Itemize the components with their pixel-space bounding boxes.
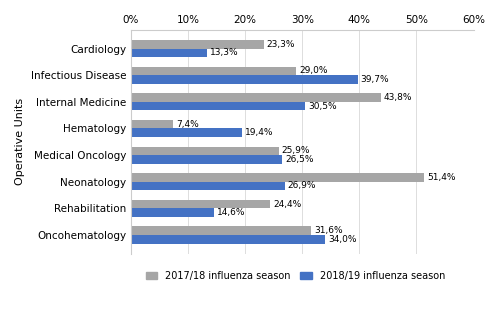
- Text: 25,9%: 25,9%: [282, 146, 310, 155]
- Text: 14,6%: 14,6%: [217, 208, 246, 217]
- Bar: [131, 75, 358, 84]
- Text: 26,9%: 26,9%: [288, 182, 316, 191]
- Text: 24,4%: 24,4%: [273, 200, 302, 209]
- Text: 43,8%: 43,8%: [384, 93, 412, 102]
- Text: 34,0%: 34,0%: [328, 235, 356, 244]
- Bar: [131, 120, 173, 129]
- Text: 51,4%: 51,4%: [428, 173, 456, 182]
- Bar: [131, 93, 381, 102]
- Bar: [131, 129, 242, 137]
- Bar: [131, 226, 312, 235]
- Text: 31,6%: 31,6%: [314, 226, 343, 235]
- Bar: [131, 182, 284, 190]
- Bar: [131, 200, 270, 208]
- Text: 19,4%: 19,4%: [244, 128, 273, 137]
- Bar: [131, 173, 424, 182]
- Text: 26,5%: 26,5%: [285, 155, 314, 164]
- Y-axis label: Operative Units: Operative Units: [15, 98, 25, 185]
- Bar: [131, 67, 296, 75]
- Text: 13,3%: 13,3%: [210, 48, 238, 57]
- Bar: [131, 48, 207, 57]
- Bar: [131, 155, 282, 164]
- Legend: 2017/18 influenza season, 2018/19 influenza season: 2017/18 influenza season, 2018/19 influe…: [142, 267, 449, 285]
- Bar: [131, 102, 305, 110]
- Bar: [131, 208, 214, 217]
- Text: 29,0%: 29,0%: [300, 67, 328, 76]
- Text: 23,3%: 23,3%: [267, 40, 296, 49]
- Bar: [131, 40, 264, 48]
- Bar: [131, 147, 279, 155]
- Bar: [131, 235, 325, 244]
- Text: 39,7%: 39,7%: [360, 75, 389, 84]
- Text: 7,4%: 7,4%: [176, 120, 199, 129]
- Text: 30,5%: 30,5%: [308, 102, 336, 110]
